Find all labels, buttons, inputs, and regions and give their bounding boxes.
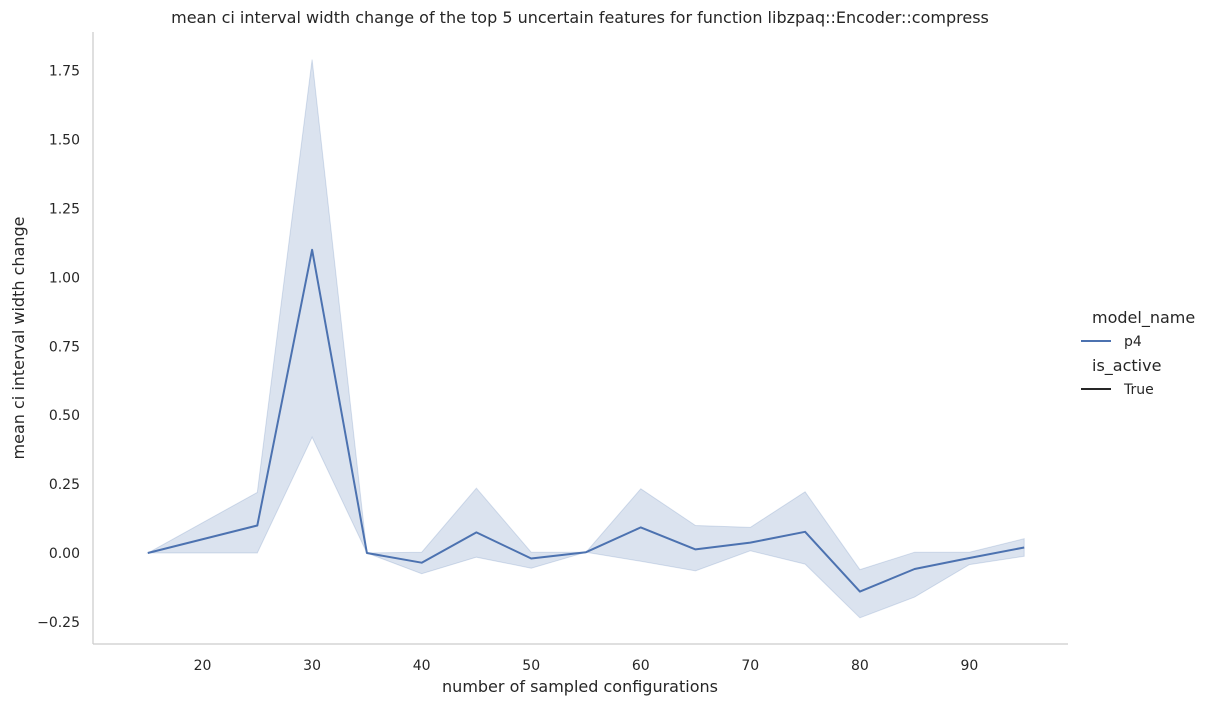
x-tick-labels: 20 30 40 50 60 70 80 90 bbox=[194, 658, 979, 674]
y-tick-label: 1.50 bbox=[49, 133, 80, 149]
y-tick-label: 1.25 bbox=[49, 201, 80, 217]
chart-title: mean ci interval width change of the top… bbox=[171, 8, 989, 27]
y-tick-label: 0.75 bbox=[49, 339, 80, 355]
y-axis-label: mean ci interval width change bbox=[9, 217, 28, 460]
series-p4-line bbox=[147, 248, 1025, 593]
y-tick-label: 1.75 bbox=[49, 64, 80, 80]
legend-hue-title: model_name bbox=[1092, 308, 1195, 328]
x-axis-label: number of sampled configurations bbox=[442, 677, 718, 696]
confidence-band-layer bbox=[145, 59, 1025, 619]
x-tick-label: 30 bbox=[303, 658, 321, 674]
legend-entry-p4: p4 bbox=[1124, 334, 1142, 350]
y-tick-labels: −0.25 0.00 0.25 0.50 0.75 1.00 1.25 1.50 1.75 bbox=[37, 64, 80, 631]
x-tick-label: 80 bbox=[851, 658, 869, 674]
legend-entry-true: True bbox=[1123, 382, 1154, 398]
x-tick-label: 50 bbox=[522, 658, 540, 674]
y-tick-label: 0.50 bbox=[49, 408, 80, 424]
y-tick-label: −0.25 bbox=[37, 615, 80, 631]
series-line-layer bbox=[147, 248, 1025, 593]
x-tick-label: 60 bbox=[632, 658, 650, 674]
legend: model_name p4 is_active True bbox=[1081, 308, 1195, 398]
x-tick-label: 90 bbox=[960, 658, 978, 674]
series-p4-ci-band bbox=[145, 59, 1025, 619]
x-tick-label: 40 bbox=[413, 658, 431, 674]
y-tick-label: 1.00 bbox=[49, 270, 80, 286]
y-tick-label: 0.00 bbox=[49, 546, 80, 562]
x-tick-label: 20 bbox=[194, 658, 212, 674]
x-tick-label: 70 bbox=[741, 658, 759, 674]
y-tick-label: 0.25 bbox=[49, 477, 80, 493]
legend-style-title: is_active bbox=[1092, 356, 1161, 376]
